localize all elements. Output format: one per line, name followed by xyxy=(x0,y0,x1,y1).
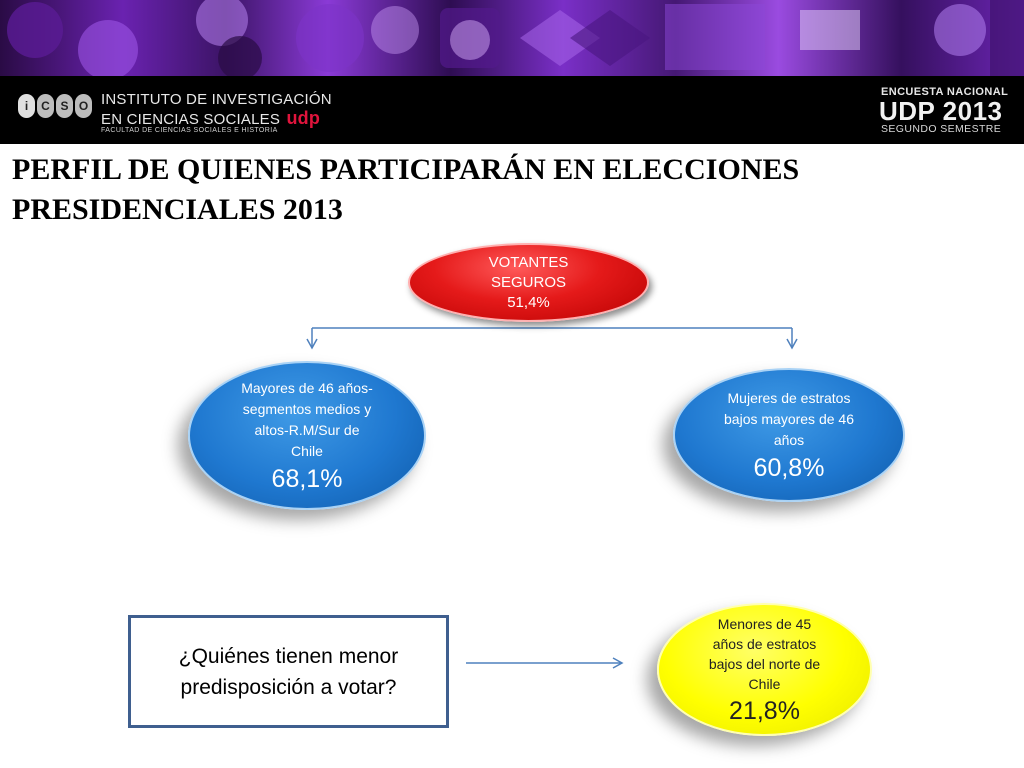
node-bottom-line3: bajos del norte de xyxy=(708,655,821,672)
slide-title: PERFIL DE QUIENES PARTICIPARÁN EN ELECCI… xyxy=(12,150,1002,230)
node-bottom-value: 21,8% xyxy=(729,696,800,725)
node-bottom-line4: Chile xyxy=(748,675,781,692)
node-older-middle-high: Mayores de 46 años- segmentos medios y a… xyxy=(188,361,426,510)
node-secure-voters-line2: SEGUROS xyxy=(490,273,566,291)
institute-name-line2: EN CIENCIAS SOCIALES udp xyxy=(101,108,320,129)
node-bottom-line1: Menores de 45 xyxy=(717,615,812,632)
slide-title-line1: PERFIL DE QUIENES PARTICIPARÁN EN ELECCI… xyxy=(12,153,800,186)
node-right-line2: bajos mayores de 46 xyxy=(724,410,854,427)
institute-name-line1: INSTITUTO DE INVESTIGACIÓN xyxy=(101,91,332,108)
udp-logo: udp xyxy=(286,108,321,128)
logo-bar xyxy=(0,76,1024,144)
node-left-value: 68,1% xyxy=(271,464,343,493)
node-bottom-line2: años de estratos xyxy=(712,635,817,652)
banner-photo-shapes xyxy=(7,0,1024,76)
node-secure-voters-line1: VOTANTES xyxy=(488,253,569,271)
node-right-line3: años xyxy=(773,431,805,448)
node-secure-voters: VOTANTES SEGUROS 51,4% xyxy=(408,243,649,322)
node-left-line1: Mayores de 46 años- xyxy=(241,379,373,396)
node-right-line1: Mujeres de estratos xyxy=(727,389,851,406)
node-right-value: 60,8% xyxy=(753,453,825,482)
icso-logo: i C S O xyxy=(18,94,92,118)
logo-letter-s: S xyxy=(56,94,73,118)
slide-title-line2: PRESIDENCIALES 2013 xyxy=(12,193,343,226)
node-left-line3: altos-R.M/Sur de xyxy=(254,421,360,438)
node-left-line2: segmentos medios y xyxy=(242,400,372,417)
survey-label: ENCUESTA NACIONAL xyxy=(881,86,1009,98)
node-young-north-low: Menores de 45 años de estratos bajos del… xyxy=(657,603,872,736)
question-box: ¿Quiénes tienen menor predisposición a v… xyxy=(128,615,449,728)
faculty-name: FACULTAD DE CIENCIAS SOCIALES E HISTORIA xyxy=(101,127,278,134)
logo-letter-c: C xyxy=(37,94,54,118)
node-left-line4: Chile xyxy=(291,442,323,459)
logo-letter-i: i xyxy=(18,94,35,118)
survey-semester: SEGUNDO SEMESTRE xyxy=(881,123,1002,135)
node-secure-voters-value: 51,4% xyxy=(507,293,550,311)
survey-name: UDP 2013 xyxy=(879,96,1003,126)
institute-name-line2-text: EN CIENCIAS SOCIALES xyxy=(101,111,281,128)
node-low-strata-women: Mujeres de estratos bajos mayores de 46 … xyxy=(673,368,905,502)
photo-collage-banner xyxy=(0,0,1024,76)
logo-letter-o: O xyxy=(75,94,92,118)
